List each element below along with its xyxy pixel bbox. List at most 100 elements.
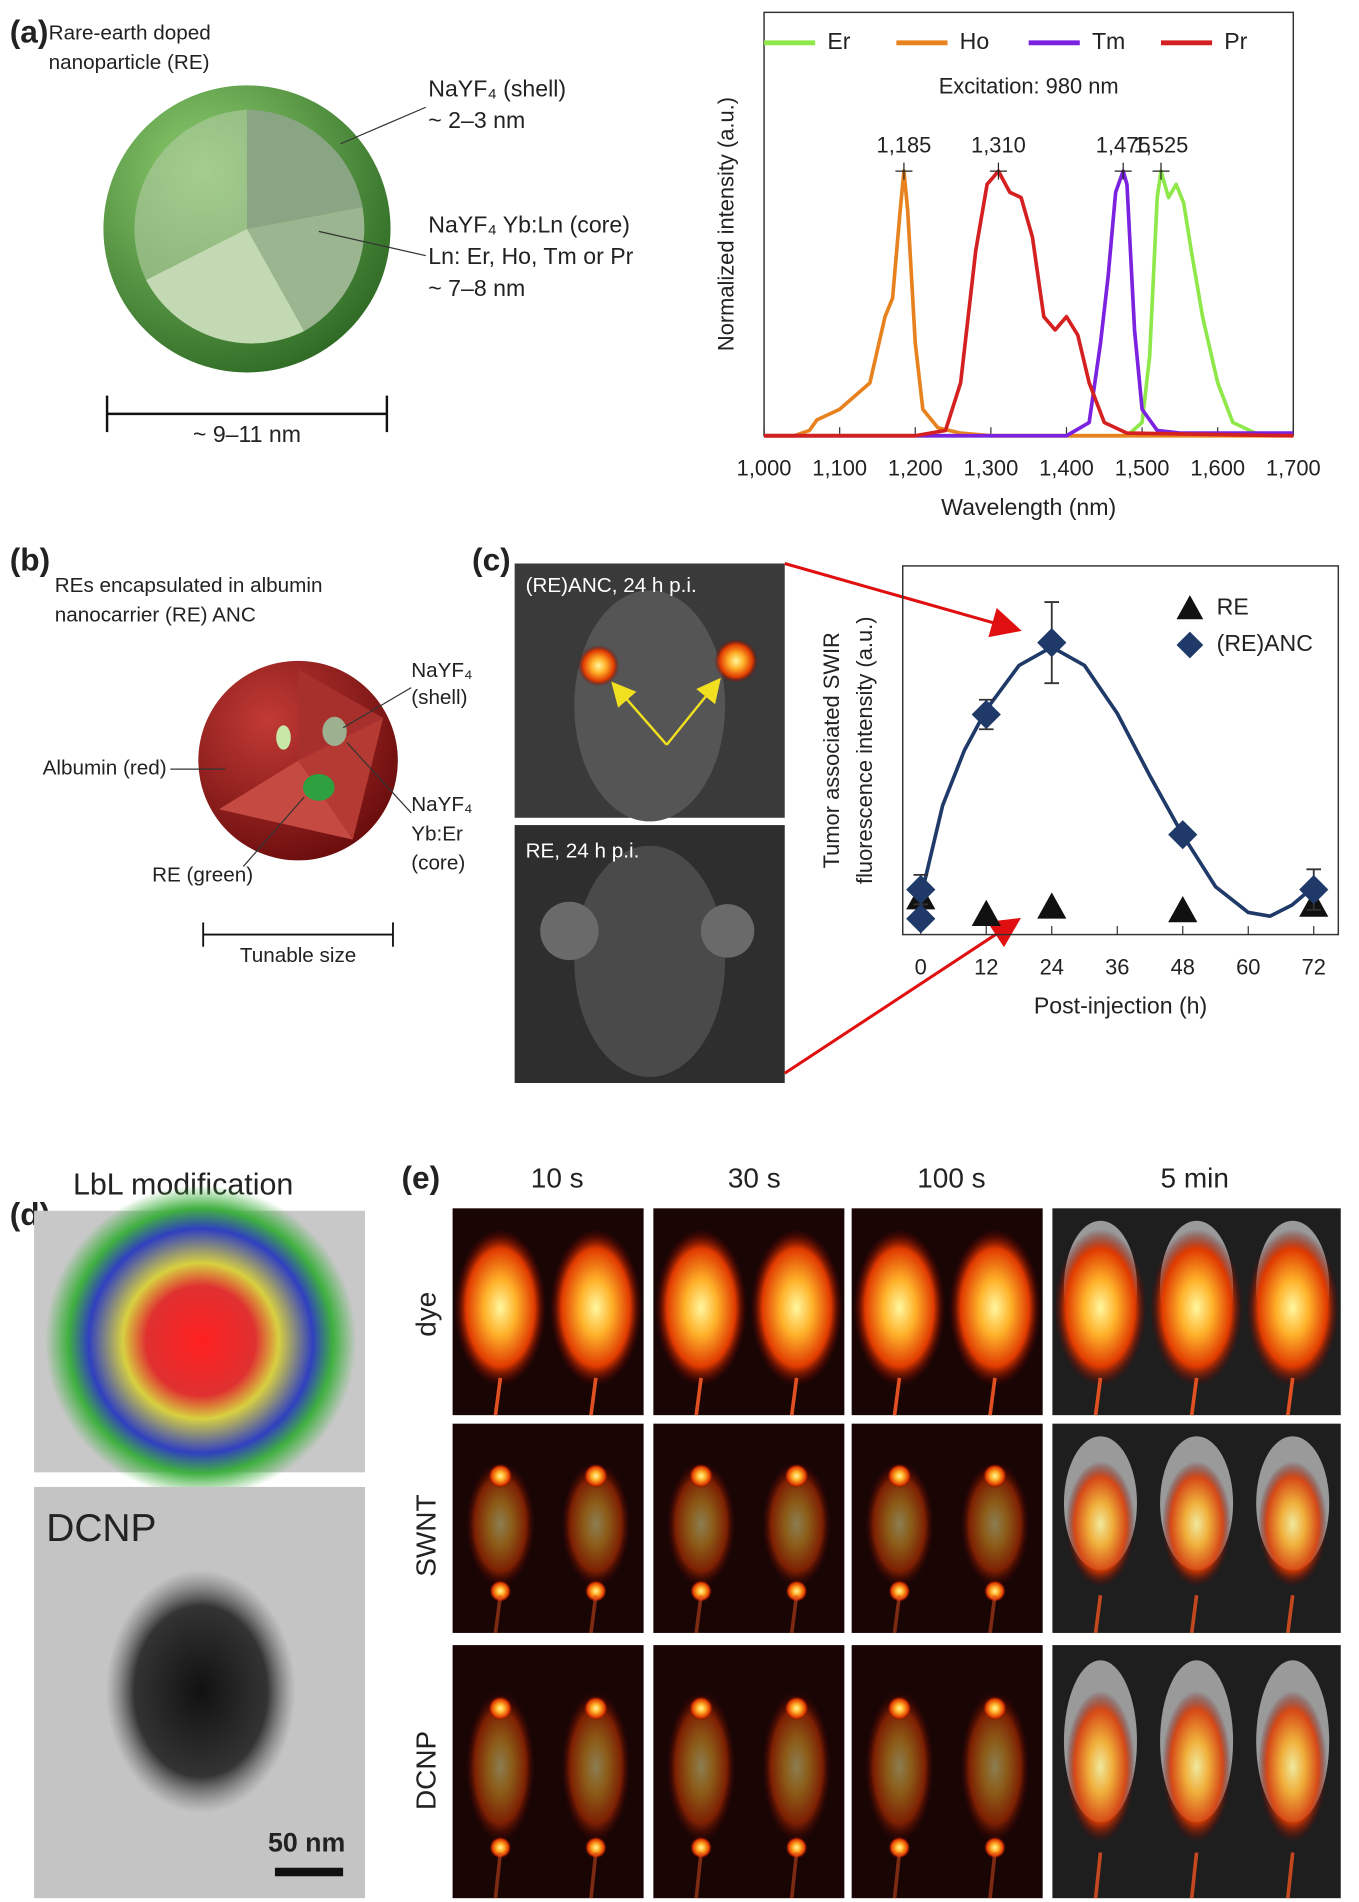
caption: Tunable size [240, 944, 356, 967]
spot [584, 1580, 607, 1603]
panel-e: 10 s 30 s 100 s 5 min dye SWNT DCNP [411, 1163, 1341, 1899]
spot [489, 1580, 512, 1603]
peak-label: 1,475 [1096, 133, 1151, 158]
spot [982, 1463, 1008, 1489]
glow [949, 1229, 1041, 1387]
image-label: DCNP [46, 1507, 156, 1550]
caption: Ln: Er, Ho, Tm or Pr [428, 243, 633, 269]
glow [1065, 1690, 1136, 1843]
glow [666, 1690, 736, 1843]
tail [589, 1377, 598, 1416]
spot [784, 1696, 809, 1721]
caption: ~ 7–8 nm [428, 275, 525, 301]
caption: Rare-earth doped [49, 22, 211, 45]
x-tick-label: 0 [915, 954, 927, 979]
x-tick-label: 12 [974, 954, 998, 979]
column-label: 10 s [531, 1163, 584, 1194]
caption: nanocarrier (RE) ANC [55, 603, 256, 626]
x-axis-label: Post-injection (h) [1034, 993, 1207, 1019]
arrow [665, 677, 721, 746]
point [906, 904, 936, 934]
plot-frame [902, 565, 1340, 936]
glow [960, 1461, 1030, 1587]
glow [1150, 1229, 1243, 1387]
tail [892, 1377, 902, 1416]
x-tick-label: 1,300 [964, 456, 1019, 481]
legend-label: Er [827, 28, 850, 54]
glow [853, 1229, 946, 1387]
caption: (core) [411, 851, 465, 874]
legend-label: Pr [1224, 28, 1247, 54]
spot [583, 1696, 609, 1721]
series-line [764, 169, 1294, 438]
glow [550, 1229, 642, 1387]
column-label: 30 s [728, 1163, 781, 1194]
tail [1286, 1852, 1295, 1899]
tem-particle [105, 1569, 296, 1813]
glow [1065, 1461, 1136, 1587]
leader [242, 796, 305, 867]
y-axis-label: fluorescence intensity (a.u.) [852, 617, 877, 885]
tail [892, 1595, 902, 1634]
arrow [783, 917, 1021, 1075]
spot [888, 1580, 911, 1603]
glow [561, 1461, 631, 1587]
tail [988, 1852, 997, 1899]
glow [465, 1461, 535, 1587]
panel-label: (a) [10, 14, 49, 50]
x-tick-label: 1,000 [737, 456, 792, 481]
caption: NaYF₄ (shell) [428, 75, 566, 101]
cutaway [134, 109, 247, 281]
glow [1161, 1461, 1232, 1587]
glow [1258, 1690, 1328, 1843]
tail [589, 1852, 598, 1899]
caption: Albumin (red) [43, 757, 167, 780]
caption: ~ 9–11 nm [193, 421, 301, 447]
row-label: DCNP [411, 1731, 442, 1810]
tail [1093, 1852, 1103, 1899]
tail [1189, 1595, 1199, 1634]
caption: Yb:Er [411, 822, 463, 845]
point [1168, 896, 1198, 923]
series-line [764, 169, 1294, 438]
spot [488, 1696, 513, 1721]
scale-label: 50 nm [268, 1828, 345, 1858]
image-label: RE, 24 h p.i. [526, 839, 640, 862]
glow [1161, 1690, 1232, 1843]
glow [454, 1229, 547, 1387]
glow [561, 1690, 631, 1843]
glow [1246, 1229, 1339, 1387]
leader [340, 106, 427, 145]
glow [1054, 1229, 1147, 1387]
spot [688, 1463, 714, 1489]
tail [789, 1852, 799, 1899]
spot [690, 1836, 713, 1859]
cutaway [298, 718, 384, 840]
panel-label: (e) [401, 1160, 440, 1196]
spot [688, 1696, 714, 1721]
subtitle: Excitation: 980 nm [939, 74, 1119, 99]
glow [750, 1229, 843, 1387]
point [1299, 875, 1329, 905]
scale-bar [274, 1867, 344, 1877]
tail [493, 1377, 503, 1416]
particle [302, 773, 335, 801]
tumor [700, 904, 755, 958]
tail [493, 1595, 503, 1634]
arrow [784, 562, 1022, 638]
spot [888, 1836, 911, 1859]
cutaway [218, 760, 353, 840]
tail [1093, 1595, 1103, 1634]
glow [865, 1461, 934, 1587]
tail [988, 1377, 997, 1416]
panel-label: (c) [472, 542, 511, 578]
x-axis-label: Wavelength (nm) [941, 494, 1116, 520]
point [1168, 820, 1198, 850]
cutaway [145, 228, 305, 344]
spot [489, 1836, 512, 1859]
column-label: 5 min [1161, 1163, 1229, 1194]
panel-label: (b) [10, 542, 50, 578]
spot [583, 1463, 609, 1489]
caption: RE (green) [152, 864, 253, 887]
mouse [574, 590, 726, 822]
